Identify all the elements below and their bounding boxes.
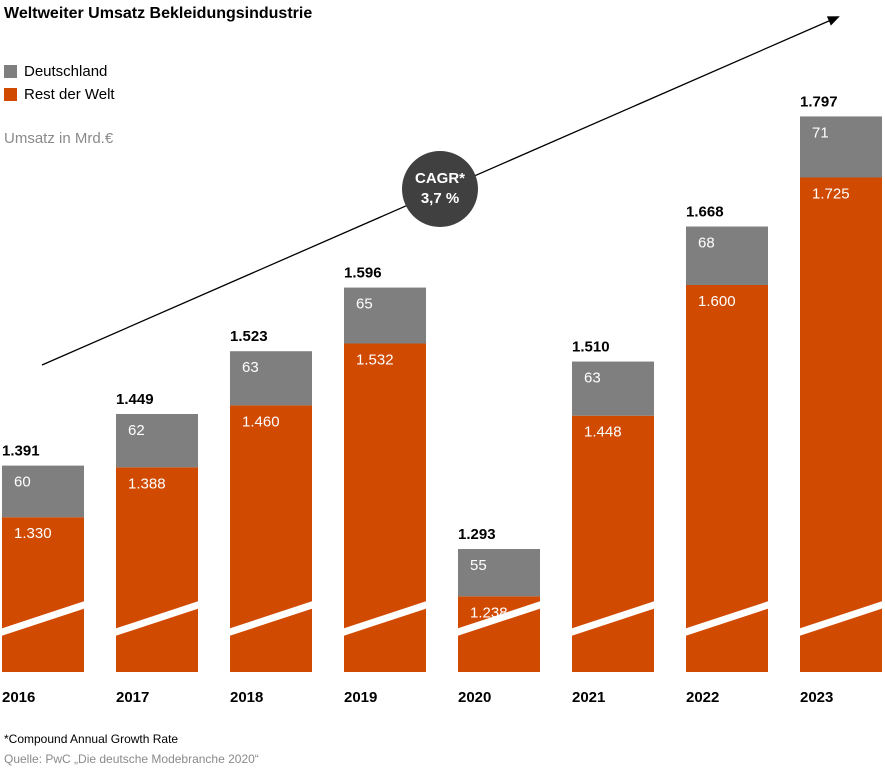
axis-break <box>795 600 885 637</box>
chart-title: Weltweiter Umsatz Bekleidungsindustrie <box>4 5 312 22</box>
bar-segment <box>116 414 198 468</box>
bar-segment <box>230 405 312 672</box>
value-label: 71 <box>812 124 829 141</box>
value-label: 68 <box>698 234 715 251</box>
legend-swatch <box>4 65 17 78</box>
bar-segment <box>572 361 654 416</box>
bar-segment <box>344 343 426 672</box>
x-tick-label: 2016 <box>2 689 35 706</box>
axis-break <box>339 600 431 637</box>
bar-segment <box>2 517 84 672</box>
x-tick-label: 2018 <box>230 689 263 706</box>
value-label: 65 <box>356 296 373 313</box>
cagr-badge <box>402 151 478 227</box>
total-label: 1.449 <box>116 391 154 408</box>
total-label: 1.293 <box>458 526 496 543</box>
x-tick-label: 2019 <box>344 689 377 706</box>
footnote: *Compound Annual Growth Rate <box>4 732 178 746</box>
value-label: 1.725 <box>812 185 850 202</box>
bar-segment <box>116 467 198 672</box>
value-label: 55 <box>470 557 487 574</box>
value-label: 63 <box>584 370 601 387</box>
axis-break <box>453 600 545 637</box>
source: Quelle: PwC „Die deutsche Modebranche 20… <box>4 752 259 766</box>
value-label: 1.330 <box>14 525 52 542</box>
total-label: 1.668 <box>686 203 724 220</box>
annotation: CAGR* <box>415 170 465 187</box>
x-tick-label: 2022 <box>686 689 719 706</box>
bar-segment <box>230 351 312 406</box>
x-tick-label: 2020 <box>458 689 491 706</box>
legend-label: Deutschland <box>24 63 107 80</box>
x-tick-label: 2023 <box>800 689 833 706</box>
value-label: 1.600 <box>698 293 736 310</box>
axis-break <box>111 600 203 637</box>
total-label: 1.510 <box>572 339 610 356</box>
axis-break <box>567 600 659 637</box>
bar-segment <box>572 415 654 672</box>
bar-segment <box>800 116 882 178</box>
bar-segment <box>458 549 540 597</box>
legend-swatch <box>4 88 17 101</box>
bar-segment <box>686 226 768 285</box>
y-axis-label: Umsatz in Mrd.€ <box>4 130 114 147</box>
total-label: 1.797 <box>800 93 838 110</box>
value-label: 1.532 <box>356 351 394 368</box>
value-label: 60 <box>14 474 31 491</box>
value-label: 1.448 <box>584 424 622 441</box>
axis-break <box>225 600 317 637</box>
x-tick-label: 2021 <box>572 689 605 706</box>
bar-segment <box>2 465 84 518</box>
axis-break <box>681 600 773 637</box>
value-label: 1.460 <box>242 413 280 430</box>
legend-label: Rest der Welt <box>24 86 115 103</box>
total-label: 1.523 <box>230 328 268 345</box>
x-tick-label: 2017 <box>116 689 149 706</box>
value-label: 1.388 <box>128 475 166 492</box>
annotation: 3,7 % <box>421 190 459 207</box>
bar-segment <box>686 285 768 672</box>
total-label: 1.596 <box>344 265 382 282</box>
value-label: 63 <box>242 359 259 376</box>
bar-segment <box>800 177 882 672</box>
bar-segment <box>344 287 426 344</box>
total-label: 1.391 <box>2 443 40 460</box>
legend: Deutschland Rest der Welt <box>4 63 115 103</box>
axis-break <box>0 600 89 637</box>
value-label: 62 <box>128 422 145 439</box>
